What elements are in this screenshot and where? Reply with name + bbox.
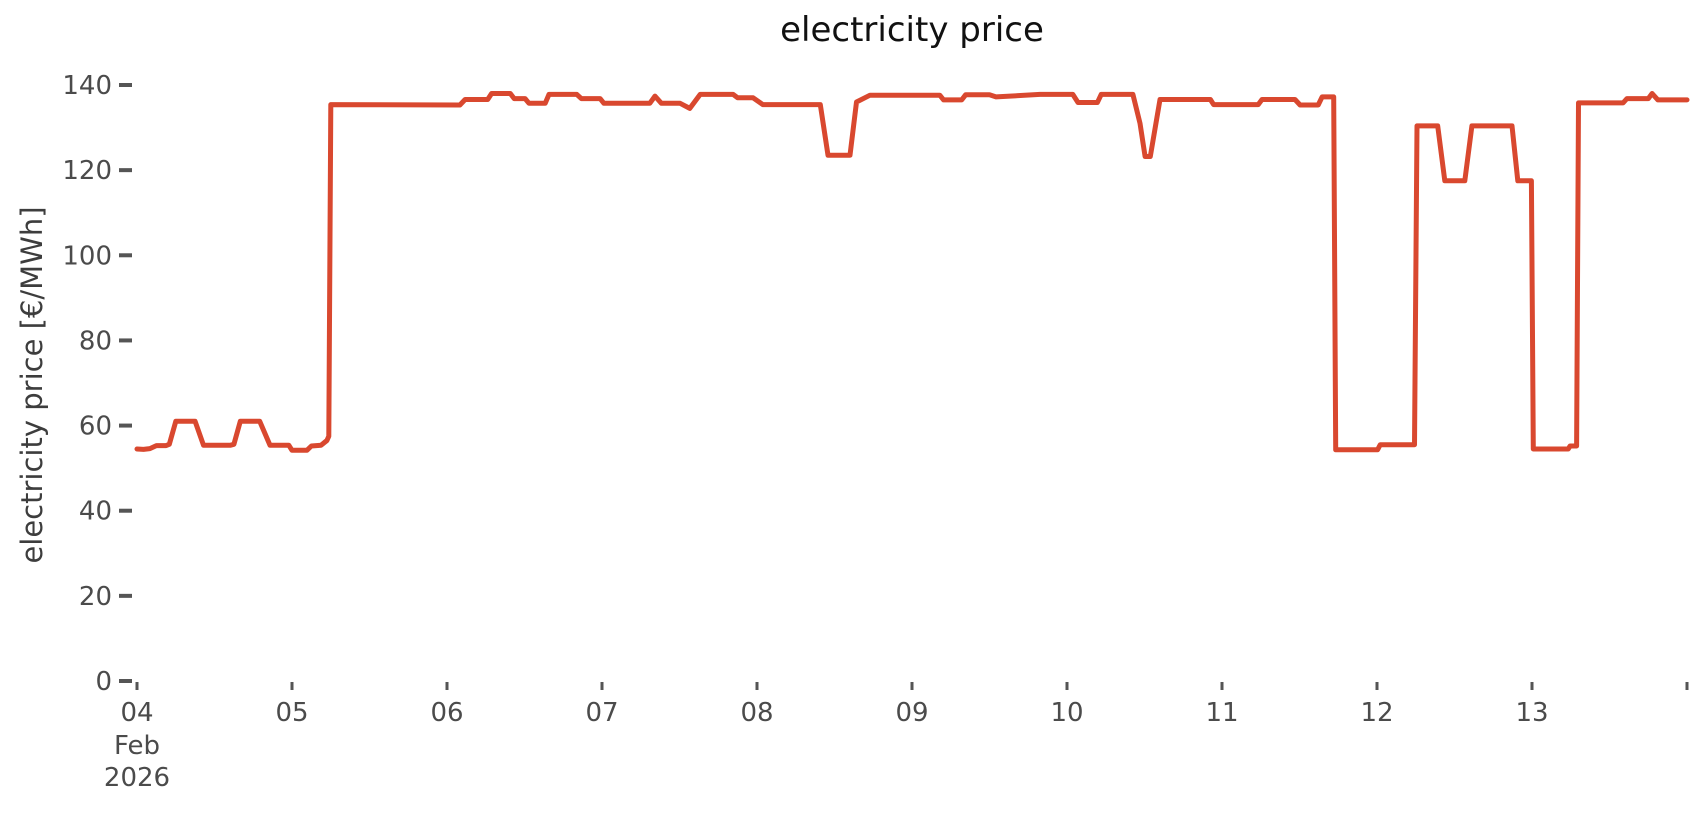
x-tick-mark [1065,682,1069,690]
y-tick-mark [119,338,132,343]
x-tick-mark [135,682,139,690]
x-tick-mark [445,682,449,690]
x-tick-label: 04 [120,698,153,728]
x-tick-label: 12 [1360,698,1393,728]
x-tick-mark [1530,682,1534,690]
y-tick-mark [119,168,132,173]
x-tick-label: 06 [430,698,463,728]
x-tick-mark [1375,682,1379,690]
y-tick-label: 40 [79,497,112,527]
y-tick-label: 80 [79,326,112,356]
x-axis-sublabel: Feb [114,731,160,761]
y-tick-mark [119,679,132,683]
y-tick-label: 60 [79,412,112,442]
y-tick-label: 20 [79,582,112,612]
y-tick-mark [119,508,132,513]
x-tick-label: 09 [895,698,928,728]
x-tick-label: 05 [275,698,308,728]
y-tick-label: 100 [62,241,112,271]
y-tick-label: 140 [62,71,112,101]
x-tick-label: 11 [1205,698,1238,728]
x-tick-mark [1685,682,1689,690]
x-tick-label: 08 [740,698,773,728]
x-tick-label: 10 [1050,698,1083,728]
y-tick-mark [119,253,132,258]
y-tick-label: 0 [95,667,112,697]
x-tick-label: 13 [1515,698,1548,728]
chart-title: electricity price [780,10,1044,50]
x-tick-mark [755,682,759,690]
y-tick-mark [119,83,132,87]
x-tick-mark [290,682,294,690]
x-tick-mark [910,682,914,690]
y-tick-mark [119,593,132,598]
y-tick-mark [119,423,132,428]
x-tick-mark [1220,682,1224,690]
x-tick-mark [600,682,604,690]
y-tick-label: 120 [62,156,112,186]
price-line [134,91,1690,453]
x-axis-sublabel: 2026 [104,763,170,793]
x-tick-label: 07 [585,698,618,728]
